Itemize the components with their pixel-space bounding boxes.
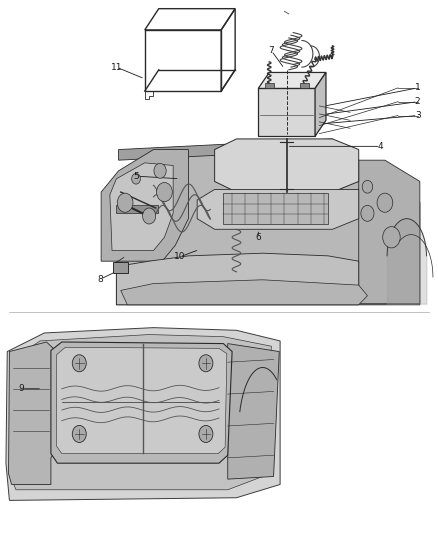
Polygon shape [228, 344, 279, 479]
Text: 1: 1 [415, 83, 420, 92]
Circle shape [199, 425, 213, 442]
Polygon shape [51, 342, 232, 463]
Polygon shape [119, 139, 332, 160]
Circle shape [383, 227, 400, 248]
Text: 3: 3 [415, 111, 420, 120]
Text: 6: 6 [255, 233, 261, 243]
Circle shape [132, 173, 141, 184]
Circle shape [361, 205, 374, 221]
Polygon shape [223, 193, 328, 224]
Polygon shape [315, 72, 326, 136]
Polygon shape [57, 348, 227, 454]
Polygon shape [110, 163, 173, 251]
Circle shape [117, 193, 133, 212]
Circle shape [156, 182, 172, 201]
Polygon shape [9, 342, 57, 484]
Polygon shape [258, 88, 315, 136]
Text: 4: 4 [378, 142, 383, 151]
Circle shape [72, 355, 86, 372]
Text: 8: 8 [97, 274, 103, 284]
Bar [265, 83, 274, 88]
Circle shape [154, 164, 166, 178]
Text: 7: 7 [268, 46, 274, 55]
Text: 5: 5 [133, 172, 139, 181]
Circle shape [362, 180, 373, 193]
Polygon shape [117, 150, 420, 305]
Polygon shape [197, 189, 359, 229]
Text: 11: 11 [111, 63, 122, 71]
Polygon shape [117, 205, 158, 213]
Polygon shape [12, 335, 272, 490]
Polygon shape [359, 160, 420, 304]
Circle shape [377, 193, 393, 212]
Polygon shape [113, 262, 128, 273]
Circle shape [199, 355, 213, 372]
Text: 2: 2 [415, 97, 420, 106]
Circle shape [143, 208, 155, 224]
Polygon shape [258, 72, 326, 88]
Bar [300, 83, 308, 88]
Circle shape [72, 425, 86, 442]
Text: 9: 9 [19, 384, 25, 393]
Polygon shape [121, 280, 367, 305]
Polygon shape [6, 328, 280, 500]
Polygon shape [215, 139, 359, 192]
Polygon shape [117, 253, 359, 305]
Polygon shape [101, 150, 188, 261]
Text: 10: 10 [174, 253, 185, 261]
